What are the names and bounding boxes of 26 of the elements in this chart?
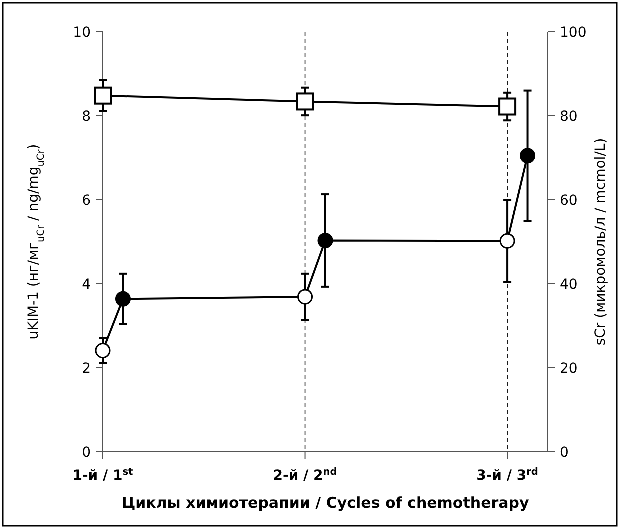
y-tick-label: 0 [82,444,91,461]
point [500,233,516,249]
y2-tick-label: 80 [560,108,578,125]
point [94,86,112,105]
point [498,98,517,116]
point [298,289,314,305]
y2-tick-label: 100 [560,24,587,41]
x-axis-title: Циклы химиотерапии / Cycles of chemotherapy [122,494,530,512]
y2-tick-label: 20 [560,360,578,377]
y-tick-label: 4 [82,276,92,293]
y2-tick-label: 40 [560,276,578,293]
point [296,92,314,111]
y-tick-label: 6 [82,192,92,209]
x-tick-label: 1-й / 1$^{st}$ [72,466,134,484]
x-tick-label: 2-й / 2$^{nd}$ [273,466,338,484]
x-tick-label: 3-й / 3$^{rd}$ [476,466,538,484]
y2-axis-title: sCr (микромоль/л / mcmol/L) [593,138,609,346]
point [95,343,111,359]
point [520,148,536,164]
y2-tick-label: 60 [560,192,578,209]
y2-tick-label: 0 [560,444,569,461]
y-tick-label: 10 [73,24,91,41]
y-tick-label: 2 [82,360,91,377]
y-tick-label: 8 [82,108,91,125]
point [115,291,131,307]
point [318,232,334,248]
